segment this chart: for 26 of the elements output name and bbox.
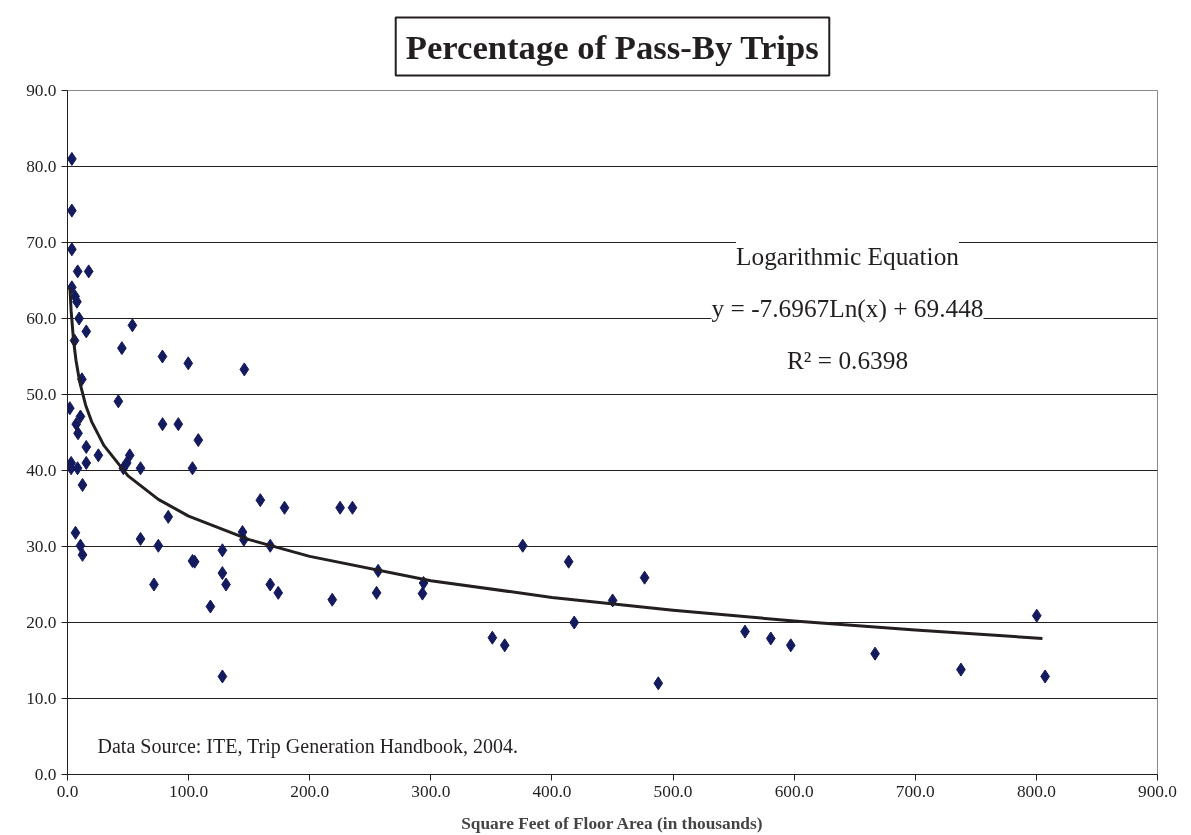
x-axis-title: Square Feet of Floor Area (in thousands) — [461, 813, 763, 833]
x-tick-label: 200.0 — [290, 781, 330, 801]
y-tick-label: 70.0 — [26, 233, 57, 252]
y-tick-label: 0.0 — [34, 765, 57, 784]
annotation: R² = 0.6398 — [786, 345, 909, 374]
x-tick-label: 700.0 — [895, 781, 935, 801]
y-tick-label: 80.0 — [26, 157, 57, 176]
x-tick-label: 300.0 — [411, 781, 451, 801]
x-tick-label: 900.0 — [1138, 781, 1178, 801]
y-tick-label: 50.0 — [26, 385, 57, 404]
x-tick-label: 500.0 — [653, 781, 693, 801]
x-tick-label: 600.0 — [774, 781, 814, 801]
y-tick-label: 20.0 — [26, 613, 57, 632]
y-tick-label: 10.0 — [26, 689, 57, 708]
x-tick-label: 800.0 — [1016, 781, 1056, 801]
y-tick-label: 30.0 — [26, 537, 57, 556]
y-tick-label: 90.0 — [26, 81, 57, 100]
x-tick-label: 400.0 — [532, 781, 572, 801]
annotation: Logarithmic Equation — [736, 241, 960, 270]
chart-title: Percentage of Pass-By Trips — [405, 27, 819, 66]
y-tick-label: 40.0 — [26, 461, 57, 480]
x-tick-label: 0.0 — [56, 781, 79, 801]
annotation: y = -7.6967Ln(x) + 69.448 — [711, 293, 984, 323]
y-tick-label: 60.0 — [26, 309, 57, 328]
annotation: Data Source: ITE, Trip Generation Handbook, 2004. — [97, 734, 518, 758]
x-tick-label: 100.0 — [169, 781, 209, 801]
